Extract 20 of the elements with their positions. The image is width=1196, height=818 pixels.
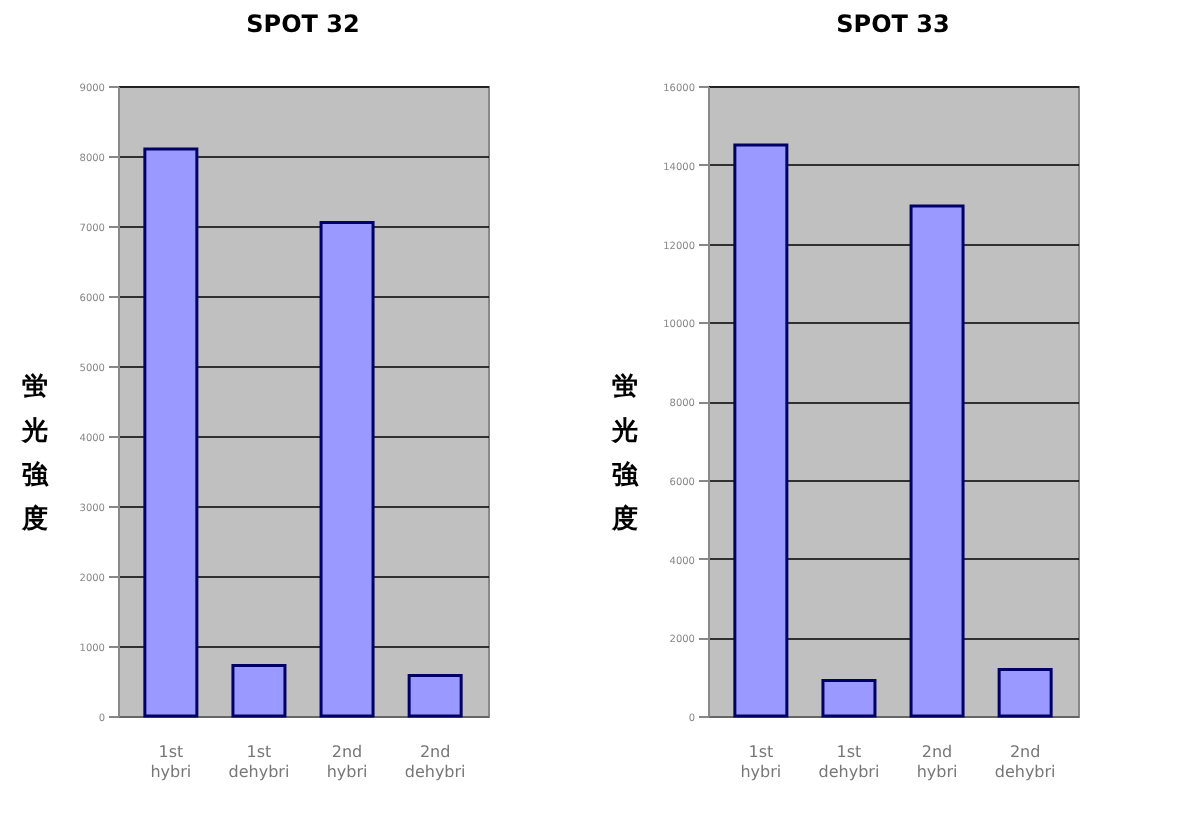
bar bbox=[733, 143, 789, 718]
x-tick-label: 2nd dehybri bbox=[994, 743, 1056, 781]
x-tick-label: 2nd hybri bbox=[326, 743, 368, 781]
x-tick-label: 2nd dehybri bbox=[404, 743, 466, 781]
bar bbox=[143, 147, 199, 718]
bar bbox=[231, 664, 287, 718]
bar bbox=[909, 204, 965, 718]
chart-title: SPOT 33 bbox=[836, 10, 950, 38]
bar bbox=[821, 679, 877, 718]
chart-title: SPOT 32 bbox=[246, 10, 360, 38]
bar bbox=[997, 668, 1053, 718]
x-tick-label: 2nd hybri bbox=[916, 743, 958, 781]
y-axis-title: 蛍光強度 bbox=[20, 373, 50, 535]
y-axis-title: 蛍光強度 bbox=[610, 373, 640, 535]
x-tick-label: 1st hybri bbox=[150, 743, 192, 781]
x-tick-label: 1st dehybri bbox=[228, 743, 290, 781]
bar bbox=[319, 221, 375, 718]
bar bbox=[407, 673, 463, 718]
x-tick-label: 1st hybri bbox=[740, 743, 782, 781]
x-tick-label: 1st dehybri bbox=[818, 743, 880, 781]
